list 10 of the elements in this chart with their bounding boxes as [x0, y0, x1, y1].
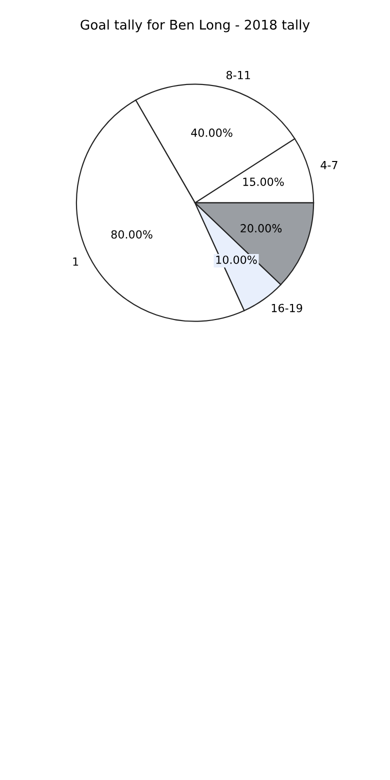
chart-title: Goal tally for Ben Long - 2018 tally: [80, 20, 310, 32]
data-label: 10.00%: [216, 256, 257, 264]
data-label: 15.00%: [243, 178, 284, 186]
slice-label: 1: [73, 258, 78, 266]
data-label: 20.00%: [240, 224, 282, 232]
data-label: 80.00%: [111, 230, 152, 239]
slice-label: 8-11: [226, 70, 250, 80]
data-label: 40.00%: [191, 128, 232, 137]
slice-label: 16-19: [272, 304, 302, 312]
slice-label: 4-7: [320, 161, 338, 170]
